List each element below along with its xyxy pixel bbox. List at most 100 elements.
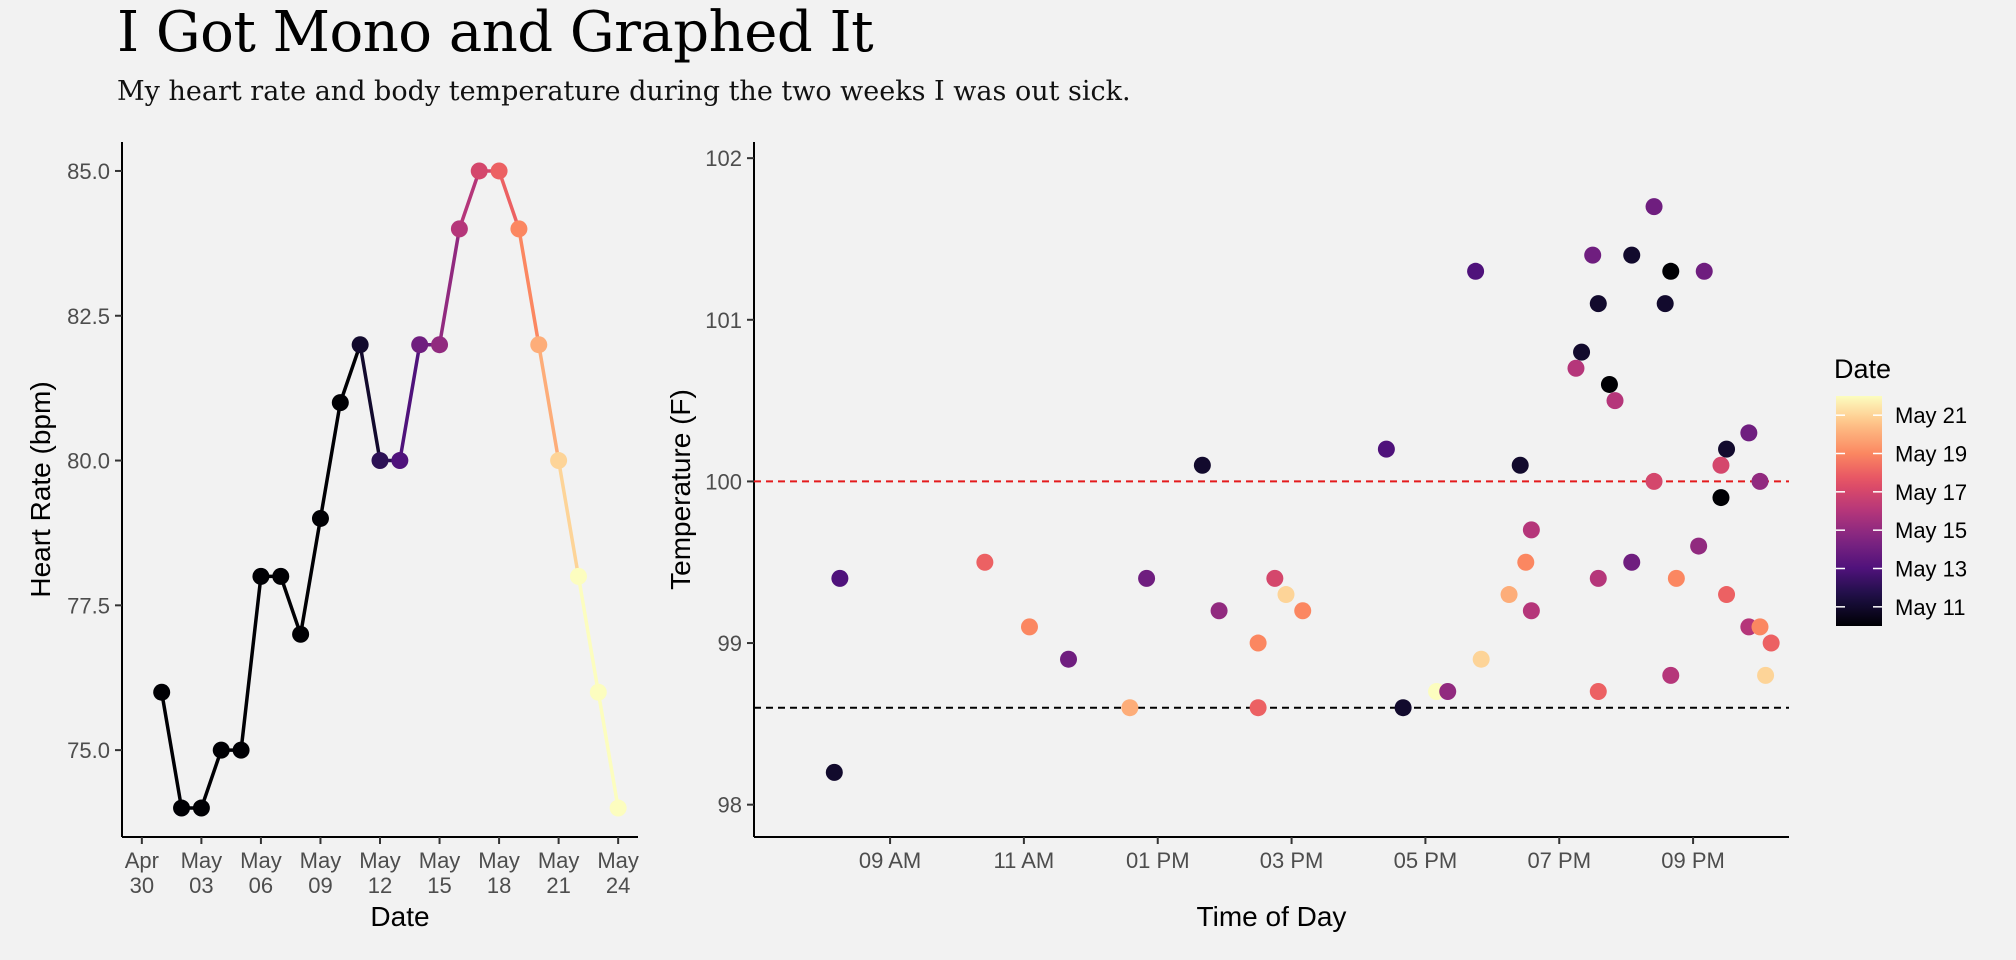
temperature-point [1121,699,1139,717]
x-tick-label: 18 [487,873,511,898]
x-axis-title: Time of Day [1197,901,1347,932]
x-tick-label: 05 PM [1394,848,1458,873]
colorbar [1836,396,1882,626]
temperature-point [831,569,849,587]
series-line-segment [318,400,343,521]
y-axis-title: Temperature (F) [665,389,696,590]
series-line-segment [457,169,481,231]
x-tick-label: 15 [427,873,451,898]
heart-rate-point [292,625,310,643]
series-line-segment [517,227,541,347]
series-line-segment [298,516,323,637]
y-tick-label: 98 [718,793,742,818]
temperature-point [1645,198,1663,216]
temperature-point [1690,537,1708,555]
temperature-point [1757,666,1775,684]
x-tick-label: 09 PM [1661,848,1725,873]
chart-subtitle: My heart rate and body temperature durin… [117,76,1131,107]
x-tick-label: 09 AM [859,848,921,873]
heart-rate-point [550,452,568,470]
temperature-point [1589,295,1607,313]
temperature-point [1210,602,1228,620]
temperature-point [1472,650,1490,668]
heart-rate-point [153,683,171,701]
temperature-point [1567,359,1585,377]
x-tick-label: May [597,848,639,873]
x-tick-label: 07 PM [1527,848,1591,873]
heart-rate-point [272,567,290,585]
temperature-point [1138,569,1156,587]
temperature-point [1522,521,1540,539]
y-tick-label: 100 [705,469,742,494]
temperature-point [1662,262,1680,280]
heart-rate-point [609,799,627,817]
temperature-point [1712,489,1730,507]
temperature-point [1573,343,1591,361]
temperature-point [1667,569,1685,587]
series-line-segment [596,690,620,810]
temperature-point [1645,472,1663,490]
y-tick-label: 85.0 [67,159,110,184]
series-line-segment [437,227,462,347]
y-tick-label: 77.5 [67,593,110,618]
temperature-point [1589,683,1607,701]
series-line-segment [556,458,581,579]
temperature-point [1751,618,1769,636]
temperature-point [1606,392,1624,410]
x-tick-label: 11 AM [994,848,1055,873]
temperature-point [1249,699,1267,717]
x-tick-label: May [300,848,342,873]
heart-rate-point [232,741,250,759]
heart-rate-point [411,336,429,354]
x-tick-label: 06 [249,873,273,898]
temperature-point [1695,262,1713,280]
legend-label: May 15 [1895,518,1967,543]
heart-rate-point [311,509,329,527]
temperature-point [1656,295,1674,313]
y-tick-label: 75.0 [67,738,110,763]
temperature-point [1662,666,1680,684]
heart-rate-point [212,741,230,759]
temperature-point [1751,472,1769,490]
temperature-point [976,553,994,571]
temperature-point [1020,618,1038,636]
x-tick-label: 21 [546,873,570,898]
temperature-point [1623,246,1641,264]
legend-label: May 17 [1895,480,1967,505]
heart-rate-point [431,336,449,354]
series-line-segment [239,574,263,752]
temperature-point [1394,699,1412,717]
temperature-point [1718,586,1736,604]
temperature-point [1589,569,1607,587]
temperature-point [1712,456,1730,474]
legend-label: May 13 [1895,557,1967,582]
heart-rate-point [589,683,607,701]
heart-rate-point [173,799,191,817]
heart-rate-point [371,452,389,470]
heart-rate-point [510,220,528,238]
temperature-point [1467,262,1485,280]
temperature-point [1377,440,1395,458]
temperature-panel: 98 99 100 101 102 09 AM 11 AM 01 PM 03 PM 05 PM 07… [665,142,1789,932]
y-axis-title: Heart Rate (bpm) [25,381,56,597]
heart-rate-point [450,220,468,238]
temperature-point [1060,650,1078,668]
temperature-point [1277,586,1295,604]
temperature-point [1762,634,1780,652]
heart-rate-point [530,336,548,354]
legend-label: May 21 [1895,403,1967,428]
series-line-segment [398,342,422,463]
x-tick-label: 03 [189,873,213,898]
x-tick-label: 24 [606,873,630,898]
heart-rate-point [331,394,349,412]
chart-title: I Got Mono and Graphed It [117,0,874,65]
temperature-point [1718,440,1736,458]
series-line-segment [199,748,223,810]
legend-label: May 11 [1895,595,1966,620]
series-line-segment [537,342,561,463]
temperature-point [1266,569,1284,587]
x-tick-label: 01 PM [1126,848,1190,873]
temperature-point [1500,586,1518,604]
